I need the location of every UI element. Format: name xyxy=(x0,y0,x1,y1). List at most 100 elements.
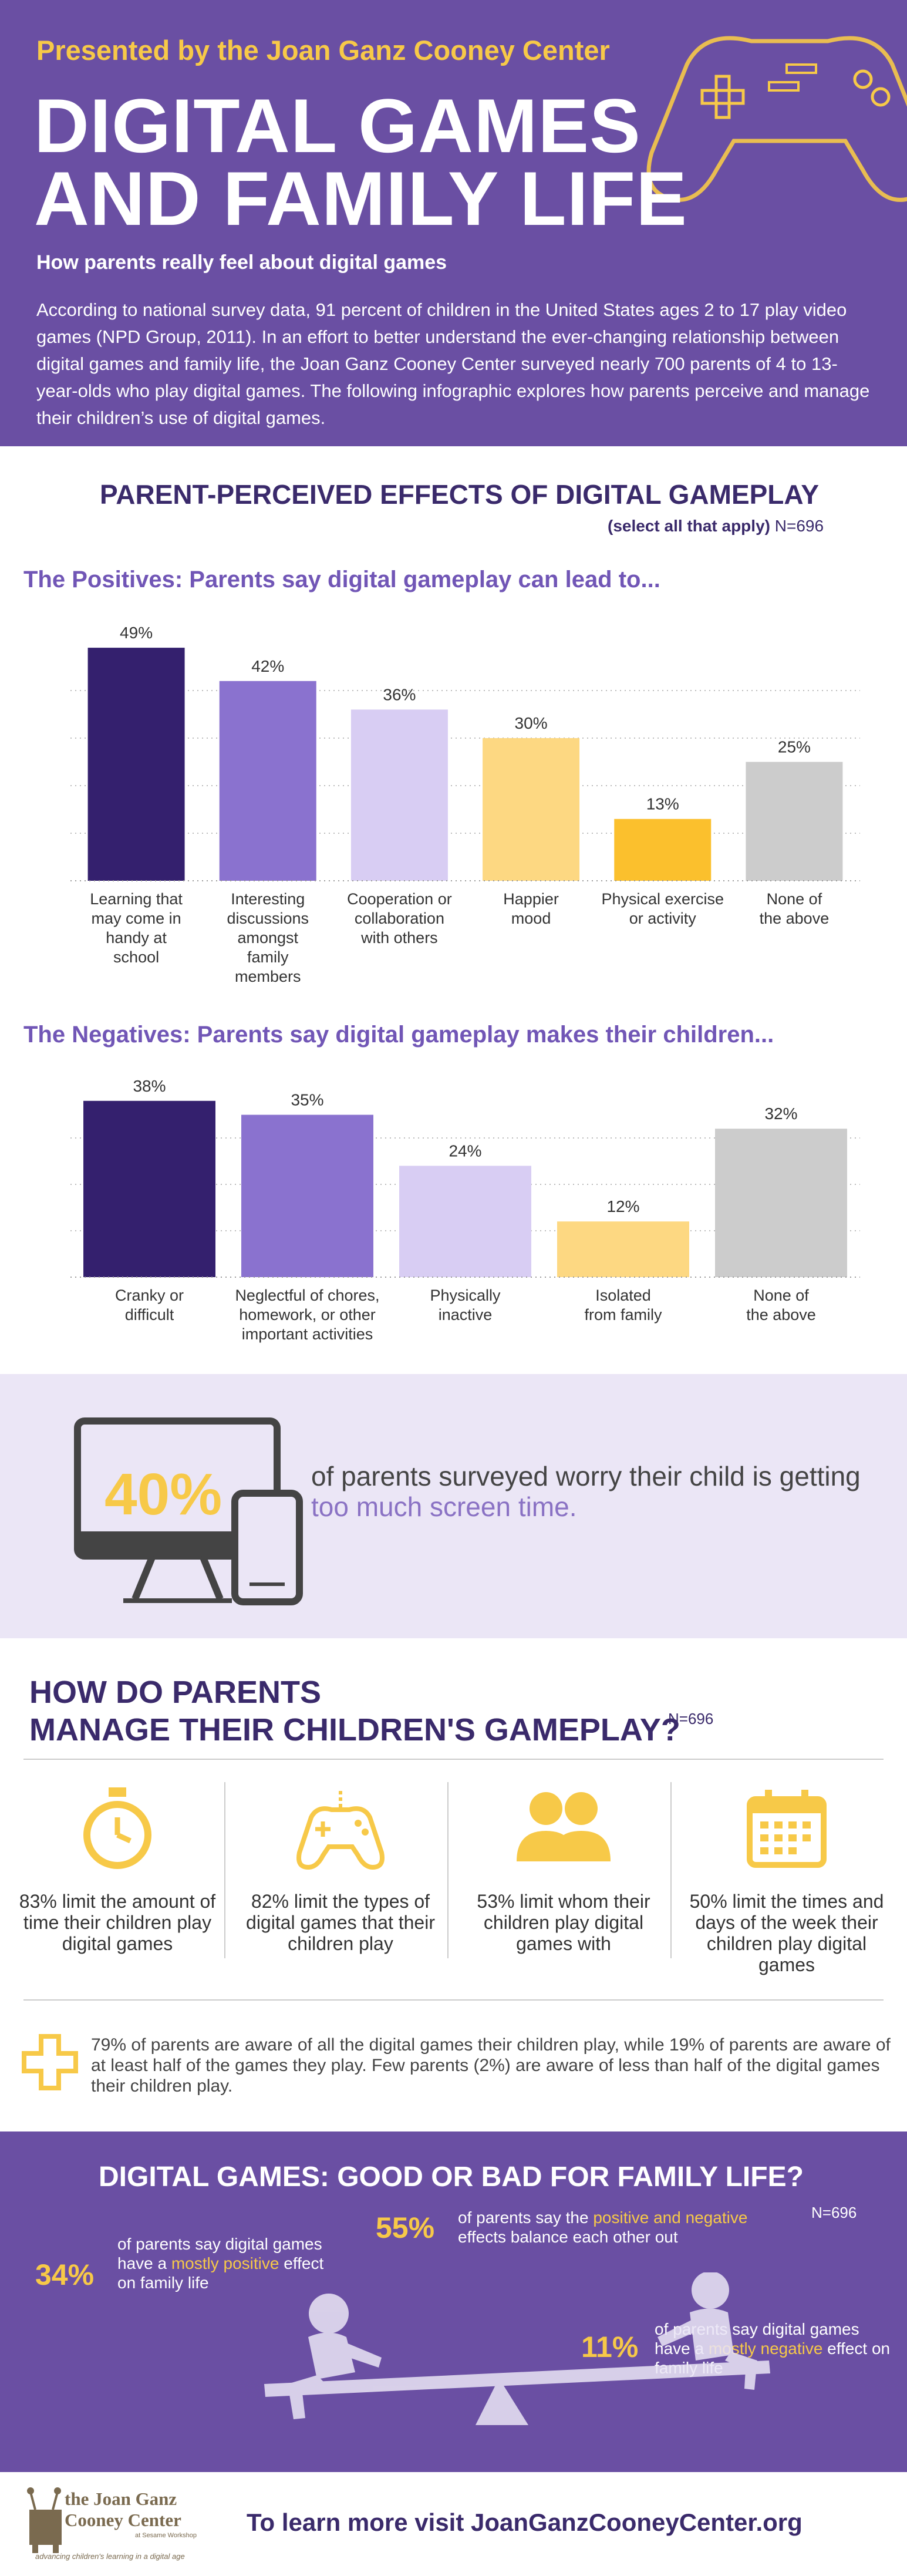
category-label: amongst xyxy=(237,929,298,947)
manage-item-text: 50% limit the times and days of the week… xyxy=(689,1891,884,1975)
bar xyxy=(241,1114,373,1277)
gamepad-icon xyxy=(646,36,907,202)
logo-mark-icon xyxy=(27,2487,62,2553)
category-label: homework, or other xyxy=(239,1306,376,1324)
screen-time-pre: of parents surveyed worry their child is… xyxy=(311,1461,861,1491)
category-label: discussions xyxy=(227,910,309,927)
cta-prefix: To learn more visit xyxy=(247,2508,471,2536)
category-label: None of xyxy=(767,890,822,908)
manage-item-types: 82% limit the types of digital games tha… xyxy=(232,1785,449,1976)
footer: the Joan Ganz Cooney Center at Sesame Wo… xyxy=(0,2472,907,2576)
manage-heading: HOW DO PARENTS MANAGE THEIR CHILDREN'S G… xyxy=(29,1673,680,1749)
bar xyxy=(219,681,316,881)
data-label: 12% xyxy=(606,1197,639,1215)
category-label: mood xyxy=(511,910,551,927)
awareness-text: 79% of parents are aware of all the digi… xyxy=(91,2035,891,2096)
stat-balance-pre: of parents say the xyxy=(458,2208,594,2227)
manage-heading-line-1: HOW DO PARENTS xyxy=(29,1675,321,1710)
logo-tagline: advancing children's learning in a digit… xyxy=(35,2552,185,2561)
presented-by: Presented by the Joan Ganz Cooney Center xyxy=(36,35,610,66)
bar xyxy=(715,1129,847,1277)
data-label: 32% xyxy=(764,1105,797,1123)
data-label: 30% xyxy=(515,714,548,732)
plus-icon xyxy=(22,2034,78,2090)
category-label: with others xyxy=(360,929,438,947)
category-label: may come in xyxy=(92,910,181,927)
select-note: (select all that apply) xyxy=(608,517,770,535)
divider xyxy=(447,1782,449,1958)
stat-balance-percent: 55% xyxy=(376,2211,435,2244)
seesaw-illustration xyxy=(264,2272,770,2425)
effects-n: N=696 xyxy=(774,517,824,535)
category-label: inactive xyxy=(439,1306,493,1324)
data-label: 36% xyxy=(383,685,416,703)
category-label: difficult xyxy=(125,1306,174,1324)
positives-chart-title: The Positives: Parents say digital gamep… xyxy=(23,567,660,592)
category-label: Physical exercise xyxy=(601,890,724,908)
category-label: Interesting xyxy=(231,890,305,908)
stat-positive-percent: 34% xyxy=(35,2258,95,2291)
data-label: 35% xyxy=(291,1091,323,1109)
manage-item-text: 82% limit the types of digital games tha… xyxy=(246,1891,435,1954)
screen-time-panel: 40% of parents surveyed worry their chil… xyxy=(0,1374,907,1638)
category-label: or activity xyxy=(629,910,697,927)
logo-line-1: the Joan Ganz xyxy=(65,2489,177,2509)
bar xyxy=(83,1100,215,1277)
bar xyxy=(87,648,185,881)
stat-positive-text: of parents say digital games have a most… xyxy=(117,2234,340,2292)
screen-time-text: of parents surveyed worry their child is… xyxy=(311,1461,875,1522)
category-label: family xyxy=(247,948,289,966)
screen-time-highlight: too much screen time. xyxy=(311,1491,577,1522)
category-label: Learning that xyxy=(90,890,183,908)
stat-balance-text: of parents say the positive and negative… xyxy=(458,2208,787,2247)
monitor-phone-icon xyxy=(74,1417,303,1605)
category-label: Physically xyxy=(430,1287,501,1304)
stat-negative-percent: 11% xyxy=(581,2331,639,2363)
divider xyxy=(23,1999,884,2001)
category-label: None of xyxy=(753,1287,809,1304)
negatives-chart: 38% Cranky or difficult 35% Neglectful of ch… xyxy=(70,1077,860,1343)
learn-more-cta: To learn more visit JoanGanzCooneyCenter… xyxy=(247,2508,803,2537)
divider xyxy=(224,1782,225,1958)
stat-positive-hl: mostly positive xyxy=(171,2254,279,2272)
data-label: 38% xyxy=(133,1077,166,1095)
effects-heading: PARENT-PERCEIVED EFFECTS OF DIGITAL GAME… xyxy=(100,479,820,510)
manage-item-text: 83% limit the amount of time their child… xyxy=(19,1891,216,1954)
category-label: the above xyxy=(760,910,830,927)
category-label: school xyxy=(113,948,159,966)
category-label: collaboration xyxy=(355,910,444,927)
stat-positive-post: effect on family life xyxy=(117,2254,324,2292)
stat-balance-post: effects balance each other out xyxy=(458,2228,678,2246)
stopwatch-icon xyxy=(83,1787,151,1869)
bar xyxy=(399,1166,531,1277)
screen-time-percent: 40% xyxy=(104,1462,222,1527)
cta-url-link[interactable]: JoanGanzCooneyCenter.org xyxy=(471,2508,803,2536)
page-subtitle: How parents really feel about digital ga… xyxy=(36,251,447,274)
manage-item-days: 50% limit the times and days of the week… xyxy=(678,1785,895,1976)
gamepad-icon xyxy=(296,1791,385,1870)
logo-line-2: Cooney Center xyxy=(65,2510,181,2530)
stat-balance-hl: positive and negative xyxy=(593,2208,748,2227)
divider xyxy=(23,1759,884,1760)
manage-n: N=696 xyxy=(668,1710,714,1728)
category-label: Cranky or xyxy=(115,1287,184,1304)
category-label: handy at xyxy=(106,929,167,947)
manage-item-time: 83% limit the amount of time their child… xyxy=(9,1785,226,1976)
data-label: 24% xyxy=(449,1141,481,1160)
category-label: Neglectful of chores, xyxy=(235,1287,379,1304)
category-label: Isolated xyxy=(595,1287,651,1304)
category-label: members xyxy=(235,968,301,985)
category-label: important activities xyxy=(242,1325,373,1343)
category-label: Happier xyxy=(503,890,559,908)
good-bad-panel: DIGITAL GAMES: GOOD OR BAD FOR FAMILY LI… xyxy=(0,2131,907,2472)
data-label: 25% xyxy=(778,738,811,756)
bar xyxy=(614,819,712,881)
intro-paragraph: According to national survey data, 91 pe… xyxy=(36,299,870,428)
effects-note: (select all that apply) N=696 xyxy=(608,517,824,536)
data-label: 49% xyxy=(120,624,153,642)
negatives-chart-title: The Negatives: Parents say digital gamep… xyxy=(23,1022,774,1048)
page-title: DIGITAL GAMES AND FAMILY LIFE xyxy=(34,87,687,237)
category-label: from family xyxy=(584,1306,662,1324)
bar xyxy=(483,738,580,881)
data-label: 42% xyxy=(251,657,284,675)
